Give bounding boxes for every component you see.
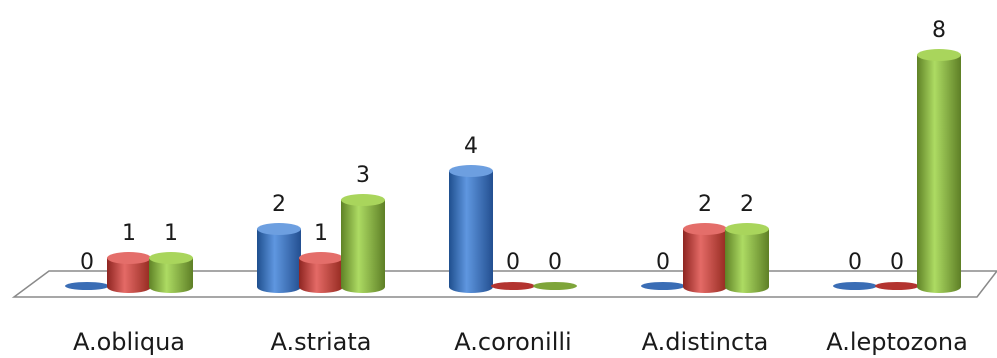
bar-A.distincta-s3 (725, 223, 769, 293)
bar-A.leptozona-s2 (875, 282, 919, 290)
category-label: A.distincta (642, 328, 769, 356)
value-label: 1 (122, 221, 136, 246)
value-label: 2 (698, 192, 712, 217)
category-labels-layer: A.obliqua A.striata A.coronilli A.distincta… (73, 328, 968, 356)
bar-A.obliqua-s2 (107, 252, 151, 293)
value-label: 3 (356, 163, 370, 188)
bar-A.distincta-s1 (641, 282, 685, 290)
bar-A.striata-s3 (341, 194, 385, 293)
bar-A.leptozona-s1 (833, 282, 877, 290)
bar-A.striata-s1 (257, 223, 301, 293)
value-label: 2 (272, 192, 286, 217)
bar-A.coronilli-s3 (533, 282, 577, 290)
category-label: A.coronilli (454, 328, 571, 356)
value-labels-layer: 0 1 1 2 1 3 4 0 0 0 2 2 0 0 8 (80, 18, 946, 275)
bar-A.coronilli-s2 (491, 282, 535, 290)
bar-A.leptozona-s3 (917, 49, 961, 293)
value-label: 0 (80, 250, 94, 275)
value-label: 0 (890, 250, 904, 275)
bar-A.distincta-s2 (683, 223, 727, 293)
value-label: 0 (848, 250, 862, 275)
value-label: 0 (548, 250, 562, 275)
category-label: A.striata (271, 328, 372, 356)
bars-layer (65, 49, 961, 293)
value-label: 0 (656, 250, 670, 275)
bar-A.obliqua-s1 (65, 282, 109, 290)
value-label: 1 (164, 221, 178, 246)
value-label: 0 (506, 250, 520, 275)
bar-A.obliqua-s3 (149, 252, 193, 293)
category-label: A.leptozona (826, 328, 968, 356)
value-label: 1 (314, 221, 328, 246)
bar-A.coronilli-s1 (449, 165, 493, 293)
category-label: A.obliqua (73, 328, 185, 356)
bar-A.striata-s2 (299, 252, 343, 293)
value-label: 4 (464, 134, 478, 159)
value-label: 8 (932, 18, 946, 43)
value-label: 2 (740, 192, 754, 217)
